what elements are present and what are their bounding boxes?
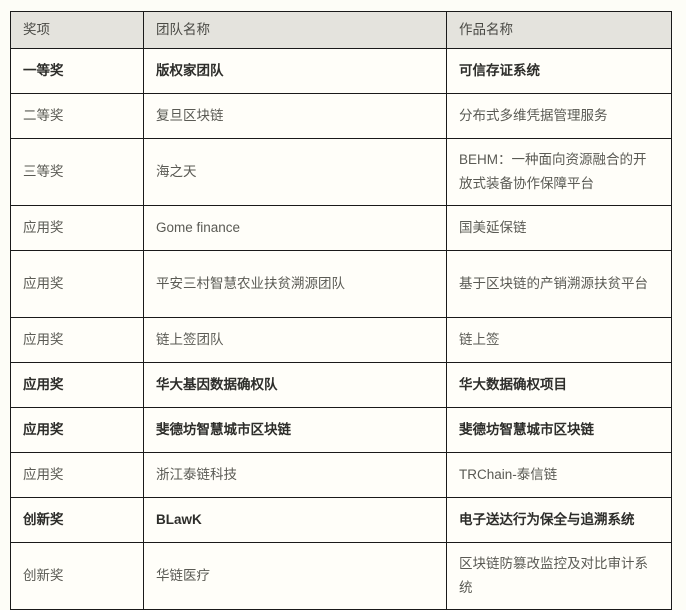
cell-award: 应用奖 [10, 407, 144, 453]
table-row: 应用奖 华大基因数据确权队 华大数据确权项目 [10, 362, 672, 408]
table-row: 二等奖 复旦区块链 分布式多维凭据管理服务 [10, 93, 672, 139]
column-header-team: 团队名称 [143, 11, 447, 49]
cell-award: 二等奖 [10, 93, 144, 139]
cell-work: TRChain-泰信链 [446, 452, 672, 498]
awards-table-container: 奖项 团队名称 作品名称 一等奖 版权家团队 可信存证系统 二等奖 复旦区块链 分布式多维… [10, 11, 672, 610]
cell-team: 海之天 [143, 138, 447, 206]
table-row: 应用奖 Gome finance 国美延保链 [10, 205, 672, 251]
cell-award: 应用奖 [10, 317, 144, 363]
cell-award: 应用奖 [10, 452, 144, 498]
cell-award: 应用奖 [10, 362, 144, 408]
table-row: 三等奖 海之天 BEHM：一种面向资源融合的开放式装备协作保障平台 [10, 138, 672, 206]
cell-award: 应用奖 [10, 205, 144, 251]
cell-award: 应用奖 [10, 250, 144, 318]
table-row: 应用奖 链上签团队 链上签 [10, 317, 672, 363]
table-row: 一等奖 版权家团队 可信存证系统 [10, 48, 672, 94]
cell-work: 斐德坊智慧城市区块链 [446, 407, 672, 453]
table-header: 奖项 团队名称 作品名称 [10, 11, 672, 49]
table-row: 应用奖 平安三村智慧农业扶贫溯源团队 基于区块链的产销溯源扶贫平台 [10, 250, 672, 318]
column-header-award: 奖项 [10, 11, 144, 49]
cell-work: 基于区块链的产销溯源扶贫平台 [446, 250, 672, 318]
cell-award: 创新奖 [10, 542, 144, 610]
table-row: 创新奖 BLawK 电子送达行为保全与追溯系统 [10, 497, 672, 543]
column-header-work: 作品名称 [446, 11, 672, 49]
table-header-row: 奖项 团队名称 作品名称 [10, 11, 672, 49]
awards-table: 奖项 团队名称 作品名称 一等奖 版权家团队 可信存证系统 二等奖 复旦区块链 分布式多维… [10, 11, 672, 610]
cell-team: 复旦区块链 [143, 93, 447, 139]
cell-team: 链上签团队 [143, 317, 447, 363]
table-row: 应用奖 浙江泰链科技 TRChain-泰信链 [10, 452, 672, 498]
cell-work: BEHM：一种面向资源融合的开放式装备协作保障平台 [446, 138, 672, 206]
cell-work: 区块链防篡改监控及对比审计系统 [446, 542, 672, 610]
cell-work: 电子送达行为保全与追溯系统 [446, 497, 672, 543]
cell-team: 版权家团队 [143, 48, 447, 94]
cell-team: BLawK [143, 497, 447, 543]
cell-team: 华大基因数据确权队 [143, 362, 447, 408]
cell-team: 华链医疗 [143, 542, 447, 610]
cell-work: 国美延保链 [446, 205, 672, 251]
cell-work: 可信存证系统 [446, 48, 672, 94]
cell-award: 创新奖 [10, 497, 144, 543]
table-body: 一等奖 版权家团队 可信存证系统 二等奖 复旦区块链 分布式多维凭据管理服务 三等奖 海之天 B… [10, 48, 672, 610]
cell-team: 平安三村智慧农业扶贫溯源团队 [143, 250, 447, 318]
table-row: 应用奖 斐德坊智慧城市区块链 斐德坊智慧城市区块链 [10, 407, 672, 453]
cell-work: 链上签 [446, 317, 672, 363]
cell-work: 分布式多维凭据管理服务 [446, 93, 672, 139]
cell-team: 斐德坊智慧城市区块链 [143, 407, 447, 453]
cell-award: 一等奖 [10, 48, 144, 94]
cell-team: 浙江泰链科技 [143, 452, 447, 498]
cell-team: Gome finance [143, 205, 447, 251]
table-row: 创新奖 华链医疗 区块链防篡改监控及对比审计系统 [10, 542, 672, 610]
cell-award: 三等奖 [10, 138, 144, 206]
cell-work: 华大数据确权项目 [446, 362, 672, 408]
